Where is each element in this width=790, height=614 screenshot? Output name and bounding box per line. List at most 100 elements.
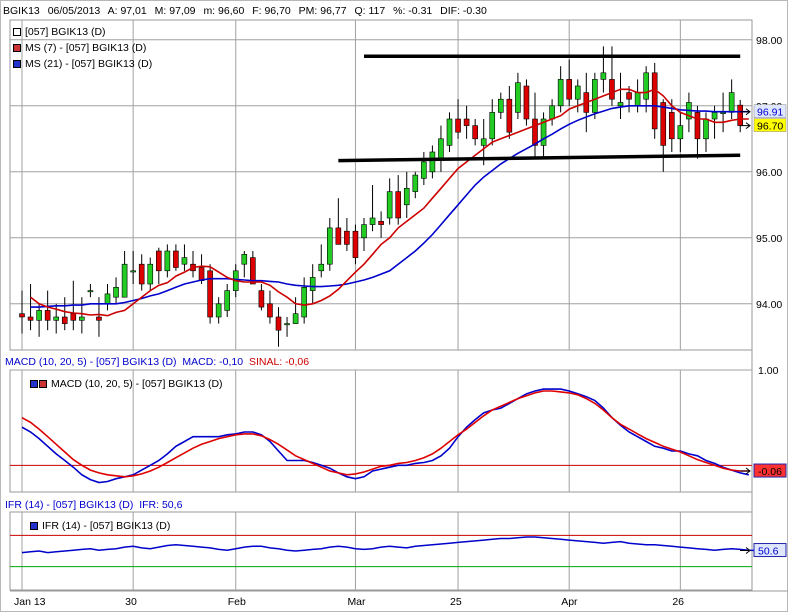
price-swatch-icon [13, 28, 21, 36]
candle-body [275, 316, 282, 331]
candle-body [446, 118, 453, 146]
macd-swatch-icon [30, 380, 38, 388]
candle-body [292, 313, 299, 324]
candle-body [36, 310, 42, 321]
legend-item-ma21[interactable]: MS (21) - [057] BGIK13 (D) [13, 56, 152, 72]
header-avg: PM: 96,77 [298, 5, 347, 17]
candle-body [250, 257, 256, 285]
ma7-swatch-icon [13, 44, 21, 52]
candle-body [309, 277, 316, 291]
macd-signal-value: SINAL: -0,06 [248, 356, 310, 368]
price-tick-label: 94.00 [756, 299, 782, 311]
candle-body [104, 293, 111, 305]
candle-body [156, 250, 162, 272]
candle-body [651, 72, 658, 130]
legend-item-macd[interactable]: MACD (10, 20, 5) - [057] BGIK13 (D) [30, 376, 223, 392]
candle-body [609, 79, 615, 100]
x-tick-label: Jan 13 [14, 596, 46, 608]
candle-body [241, 254, 248, 265]
last-price-arrow-icon [740, 122, 751, 129]
last-price-label: 96.70 [757, 121, 783, 133]
quote-header: BGIK13 06/05/2013 A: 97,01 M: 97,09 m: 9… [3, 5, 492, 19]
candle-body [378, 221, 384, 225]
header-open: A: 97,01 [107, 5, 147, 17]
candle-body [267, 303, 273, 318]
candle-body [557, 79, 564, 107]
candle-body [53, 316, 60, 321]
candle-body [720, 112, 726, 114]
candle-body [523, 85, 530, 120]
ifr-header: IFR (14) - [057] BGIK13 (D) IFR: 50,6 [5, 499, 182, 511]
x-tick-label: 26 [672, 596, 684, 608]
candle-body [540, 118, 547, 146]
candle-body [421, 161, 427, 179]
x-tick-label: Feb [228, 596, 246, 608]
macd-tick-label: 1.00 [758, 365, 779, 377]
candle-body [532, 118, 538, 146]
candle-body [668, 112, 675, 140]
candle-body [207, 270, 213, 318]
candle-body [361, 224, 367, 239]
macd-title: MACD (10, 20, 5) - [057] BGIK13 (D) [5, 356, 177, 368]
last-price-label: 96.91 [757, 107, 783, 119]
legend-item-ma7[interactable]: MS (7) - [057] BGIK13 (D) [13, 40, 152, 56]
macd-legend: MACD (10, 20, 5) - [057] BGIK13 (D) [30, 376, 223, 392]
candle-body [694, 112, 701, 140]
x-tick-label: Mar [347, 596, 366, 608]
header-low: m: 96,60 [203, 5, 245, 17]
candle-body [626, 92, 632, 100]
header-pct: %: -0.31 [393, 5, 433, 17]
candle-body [121, 263, 128, 298]
ifr-last-label: 50.6 [758, 546, 779, 558]
candle-body [412, 174, 419, 192]
candle-body [79, 316, 85, 321]
candle-body [429, 151, 436, 173]
price-legend: [057] BGIK13 (D) MS (7) - [057] BGIK13 (… [13, 24, 152, 72]
candle-body [549, 105, 555, 120]
last-price-box [753, 118, 787, 132]
candle-body [198, 267, 205, 281]
candle-body [70, 313, 77, 321]
price-tick-label: 96.00 [756, 167, 782, 179]
candle-body [677, 125, 684, 140]
candle-body [61, 316, 68, 324]
candle-body [96, 316, 102, 321]
macd-series-macd [21, 388, 749, 484]
candle-body [489, 112, 496, 140]
candle-body [592, 79, 598, 113]
candle-body [386, 191, 393, 219]
candle-body [164, 250, 171, 272]
candle-body [515, 82, 521, 113]
candle-body [352, 230, 359, 258]
candle-body [455, 118, 461, 133]
x-tick-label: 25 [450, 596, 462, 608]
trendline [338, 153, 741, 163]
candle-body [44, 310, 51, 321]
candle-body [480, 138, 487, 146]
candle-body [728, 92, 735, 113]
macd-last-box [753, 463, 787, 478]
candle-body [497, 98, 504, 113]
candle-body [301, 286, 307, 318]
candle-body [19, 313, 25, 318]
candle-body [335, 227, 342, 245]
ma7-line [30, 88, 749, 317]
legend-item-price[interactable]: [057] BGIK13 (D) [13, 24, 152, 40]
ifr-arrow-icon [740, 547, 751, 554]
legend-item-ifr[interactable]: IFR (14) - [057] BGIK13 (D) [30, 518, 170, 534]
candle-body [566, 79, 573, 100]
candle-body [600, 72, 607, 80]
candle-body [27, 316, 34, 321]
header-dif: DIF: -0.30 [440, 5, 487, 17]
candle-body [284, 323, 290, 326]
ifr-last-box [753, 543, 787, 558]
candle-body [344, 230, 350, 245]
candle-body [326, 227, 333, 265]
signal-swatch-icon [39, 380, 47, 388]
candle-body [147, 263, 154, 285]
macd-last-label: -0.06 [758, 466, 782, 478]
header-date: 06/05/2013 [47, 5, 101, 17]
candle-body [472, 125, 478, 140]
